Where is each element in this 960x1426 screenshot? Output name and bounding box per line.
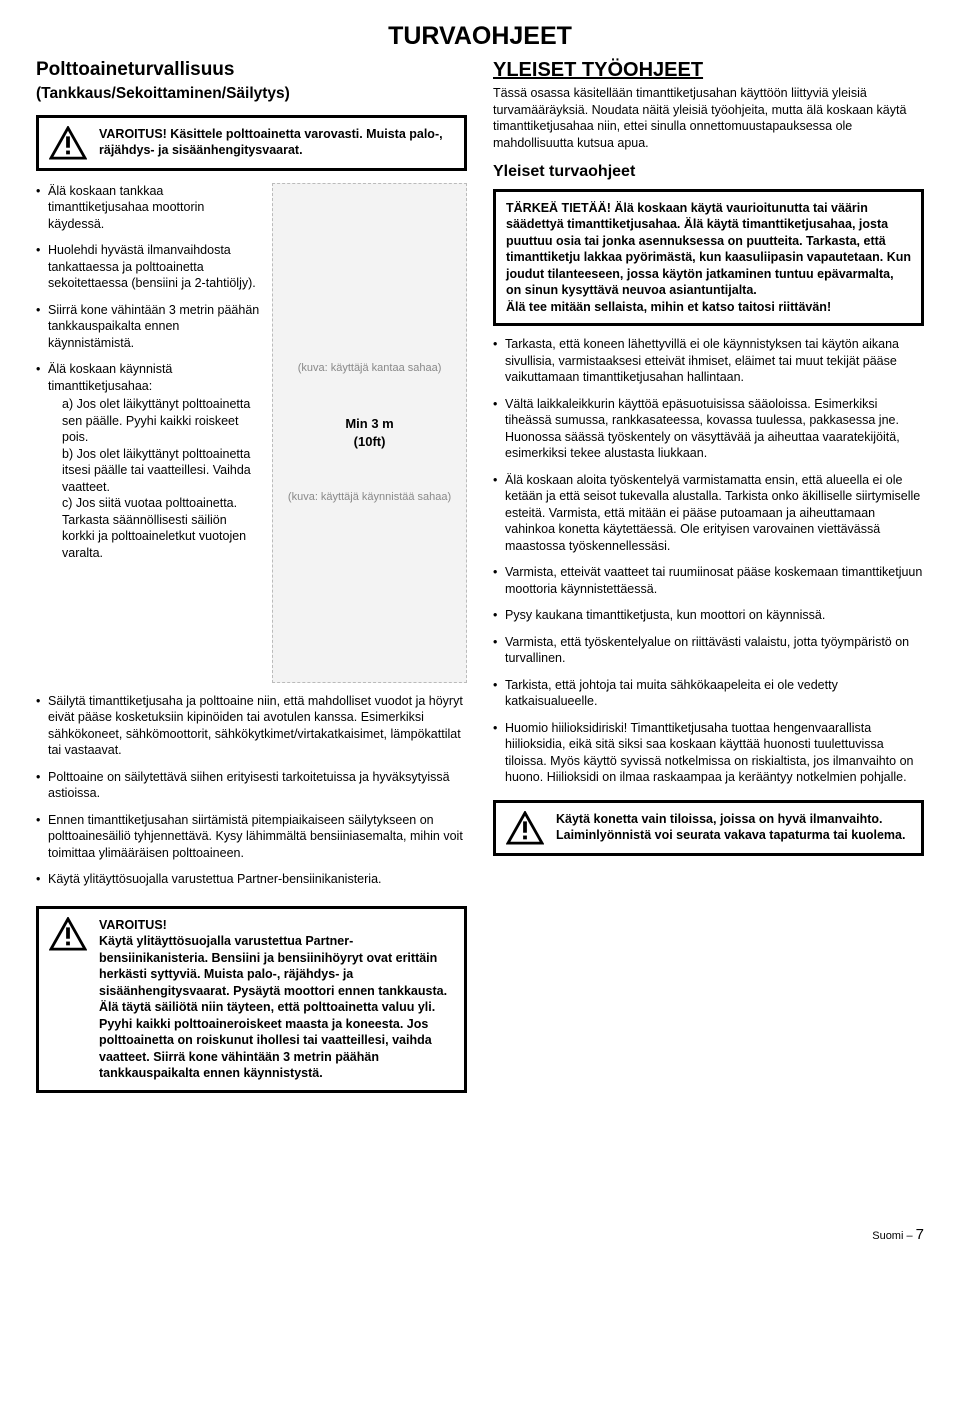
bullet-item: Tarkasta, että koneen lähettyvillä ei ol… xyxy=(493,336,924,386)
warning-box-fuel: VAROITUS! Käsittele polttoainetta varova… xyxy=(36,115,467,171)
right-intro: Tässä osassa käsitellään timanttiketjusa… xyxy=(493,85,924,151)
bullet-lead: Älä koskaan käynnistä timanttiketjusahaa… xyxy=(48,362,172,393)
sub-item: b) Jos olet läikyttänyt polttoainetta it… xyxy=(62,446,260,496)
left-column: Polttoaineturvallisuus (Tankkaus/Sekoitt… xyxy=(36,57,467,1105)
left-heading: Polttoaineturvallisuus xyxy=(36,57,467,82)
warning-text-refuel: VAROITUS! Käytä ylitäyttösuojalla varust… xyxy=(99,917,454,1082)
bullet-item: Pysy kaukana timanttiketjusta, kun moott… xyxy=(493,607,924,624)
figure-alt: (kuva: käyttäjä kantaa sahaa) xyxy=(298,361,442,376)
figure-placeholder: (kuva: käyttäjä kantaa sahaa) Min 3 m (1… xyxy=(272,183,467,683)
page-footer: Suomi – 7 xyxy=(36,1225,924,1245)
bullet-item: Siirrä kone vähintään 3 metrin päähän ta… xyxy=(36,302,260,352)
two-column-layout: Polttoaineturvallisuus (Tankkaus/Sekoitt… xyxy=(36,57,924,1105)
bullet-item: Vältä laikkaleikkurin käyttöä epäsuotuis… xyxy=(493,396,924,462)
bullet-item: Säilytä timanttiketjusaha ja polttoaine … xyxy=(36,693,467,759)
sub-item: c) Jos siitä vuotaa polttoainetta. Tarka… xyxy=(62,495,260,561)
warning-triangle-icon xyxy=(49,917,87,951)
bullet-item: Polttoaine on säilytettävä siihen erityi… xyxy=(36,769,467,802)
figure-label-2: (10ft) xyxy=(345,433,393,450)
bullet-item: Käytä ylitäyttösuojalla varustettua Part… xyxy=(36,871,467,888)
warning-box-refuel: VAROITUS! Käytä ylitäyttösuojalla varust… xyxy=(36,906,467,1093)
left-bullets-upper: Älä koskaan tankkaa timanttiketjusahaa m… xyxy=(36,183,260,562)
left-subheading: (Tankkaus/Sekoittaminen/Säilytys) xyxy=(36,84,467,104)
bullet-item: Varmista, että työskentelyalue on riittä… xyxy=(493,634,924,667)
warning-triangle-icon xyxy=(506,811,544,845)
bullet-item: Tarkista, että johtoja tai muita sähköka… xyxy=(493,677,924,710)
important-box: TÄRKEÄ TIETÄÄ! Älä koskaan käytä vaurioi… xyxy=(493,189,924,327)
right-column: YLEISET TYÖOHJEET Tässä osassa käsitellä… xyxy=(493,57,924,1105)
page-title: TURVAOHJEET xyxy=(36,20,924,53)
bullet-item: Älä koskaan tankkaa timanttiketjusahaa m… xyxy=(36,183,260,233)
bullet-item: Ennen timanttiketjusahan siirtämistä pit… xyxy=(36,812,467,862)
warning-triangle-icon xyxy=(49,126,87,160)
bullet-item: Älä koskaan aloita työskentelyä varmista… xyxy=(493,472,924,555)
footer-language: Suomi – xyxy=(872,1230,915,1242)
bullet-item: Varmista, etteivät vaatteet tai ruumiino… xyxy=(493,564,924,597)
figure-column: (kuva: käyttäjä kantaa sahaa) Min 3 m (1… xyxy=(272,183,467,683)
figure-label-1: Min 3 m xyxy=(345,415,393,432)
bullet-item: Huolehdi hyvästä ilmanvaihdosta tankatta… xyxy=(36,242,260,292)
left-bullets-lower: Säilytä timanttiketjusaha ja polttoaine … xyxy=(36,693,467,888)
right-bullets: Tarkasta, että koneen lähettyvillä ei ol… xyxy=(493,336,924,786)
warning-box-ventilation: Käytä konetta vain tiloissa, joissa on h… xyxy=(493,800,924,856)
right-heading: YLEISET TYÖOHJEET xyxy=(493,57,924,83)
sub-item: a) Jos olet läikyttänyt polttoainetta se… xyxy=(62,396,260,446)
figure-alt: (kuva: käyttäjä käynnistää sahaa) xyxy=(288,490,451,505)
footer-page-number: 7 xyxy=(916,1226,924,1243)
warning-text-ventilation: Käytä konetta vain tiloissa, joissa on h… xyxy=(556,811,911,844)
bullet-item: Älä koskaan käynnistä timanttiketjusahaa… xyxy=(36,361,260,561)
right-subheading: Yleiset turvaohjeet xyxy=(493,161,924,182)
bullet-item: Huomio hiilioksidiriski! Timanttiketjusa… xyxy=(493,720,924,786)
illustration-row: Älä koskaan tankkaa timanttiketjusahaa m… xyxy=(36,183,467,683)
warning-text-fuel: VAROITUS! Käsittele polttoainetta varova… xyxy=(99,126,454,159)
